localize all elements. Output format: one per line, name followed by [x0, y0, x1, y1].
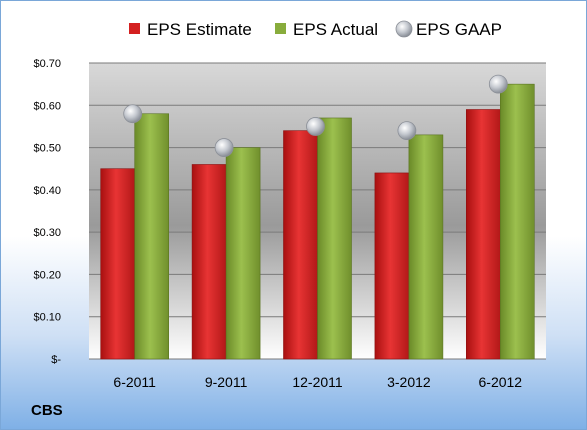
- legend-swatch: [395, 20, 413, 38]
- legend-swatch: [129, 23, 140, 34]
- x-tick-label: 9-2011: [205, 374, 248, 390]
- x-tick-label: 6-2012: [479, 374, 523, 390]
- marker-eps-gaap: [123, 104, 143, 124]
- company-label: CBS: [31, 402, 63, 419]
- bar-eps-actual: [408, 134, 444, 360]
- bar-eps-estimate: [191, 164, 227, 360]
- bar-eps-estimate: [100, 168, 135, 360]
- legend-label: EPS GAAP: [416, 20, 502, 39]
- y-tick-label: $0.50: [33, 143, 61, 155]
- y-tick-label: $0.30: [33, 227, 61, 239]
- y-tick-label: $0.40: [33, 185, 61, 197]
- marker-eps-gaap: [306, 117, 325, 136]
- x-tick-label: 6-2011: [113, 374, 156, 390]
- bar-eps-actual: [134, 113, 169, 360]
- y-tick-label: $0.70: [33, 58, 61, 70]
- x-tick-label: 12-2011: [292, 374, 343, 390]
- bar-eps-estimate: [465, 109, 501, 360]
- x-tick-label: 3-2012: [387, 374, 431, 390]
- y-tick-label: $0.10: [33, 312, 61, 324]
- legend-label: EPS Actual: [293, 20, 378, 39]
- legend-label: EPS Estimate: [147, 20, 252, 39]
- legend-swatch: [275, 23, 286, 34]
- y-tick-label: $0.20: [33, 269, 61, 281]
- marker-eps-gaap: [397, 121, 417, 141]
- bar-eps-estimate: [283, 130, 318, 360]
- y-tick-label: $0.60: [33, 100, 61, 112]
- bar-eps-estimate: [374, 172, 410, 360]
- bar-eps-actual: [317, 117, 352, 360]
- marker-eps-gaap: [488, 74, 508, 94]
- bar-eps-actual: [499, 83, 535, 360]
- marker-eps-gaap: [214, 138, 234, 157]
- y-tick-label: $-: [51, 354, 61, 366]
- bar-eps-actual: [225, 147, 261, 360]
